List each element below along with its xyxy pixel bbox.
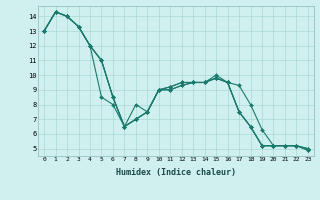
X-axis label: Humidex (Indice chaleur): Humidex (Indice chaleur)	[116, 168, 236, 177]
